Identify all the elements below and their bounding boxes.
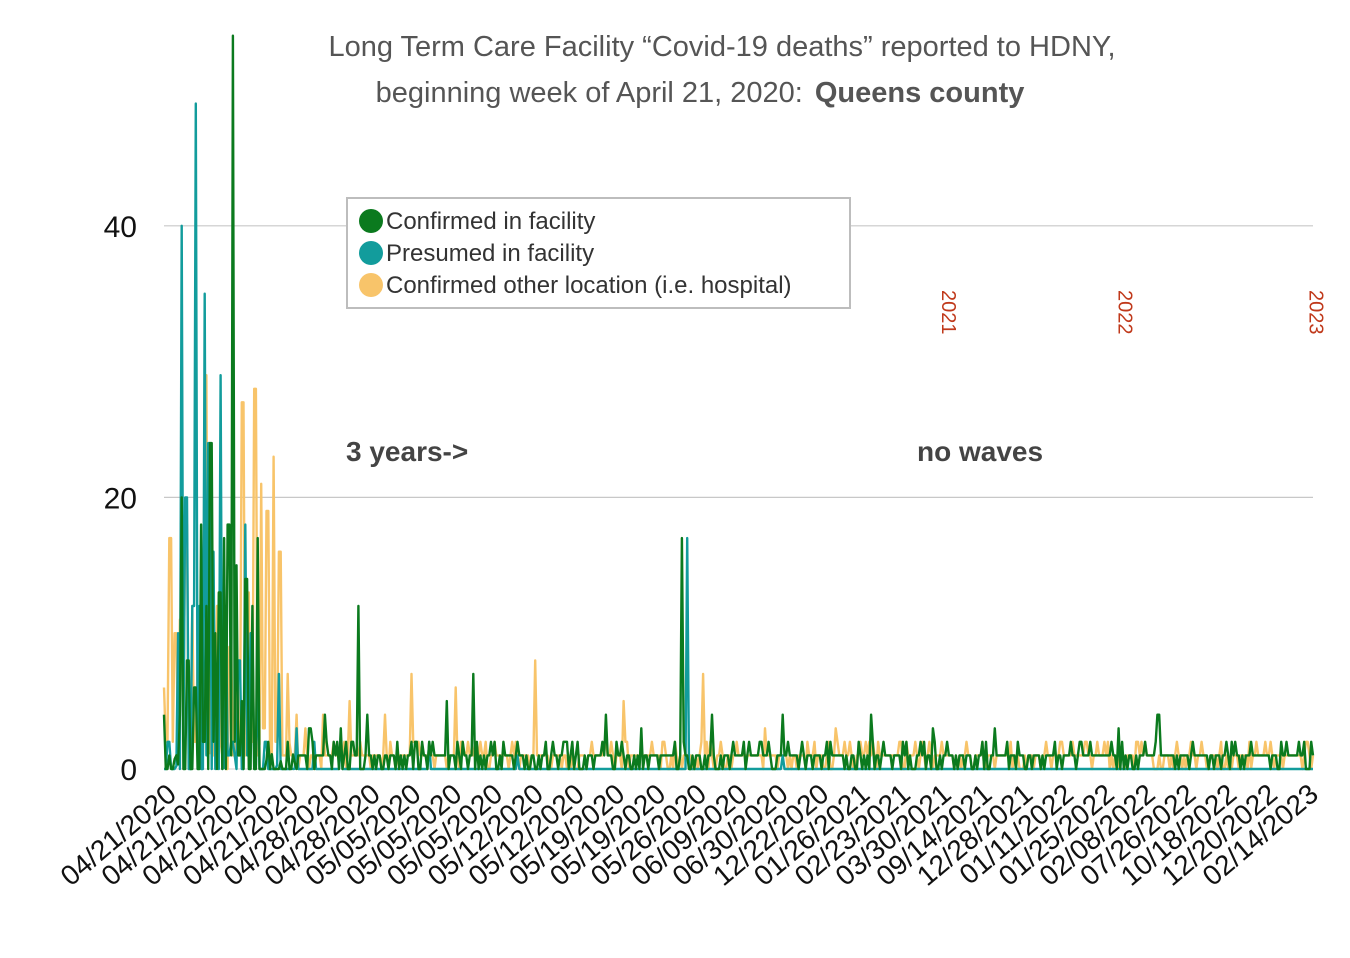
series-lines (162, 34, 1315, 771)
year-markers: 2021 2022 2023 (937, 290, 1327, 335)
legend-label-presumed-in-facility: Presumed in facility (386, 240, 594, 267)
legend-label-confirmed-in-facility: Confirmed in facility (386, 208, 595, 235)
y-tick-label-0: 0 (120, 754, 137, 787)
legend-label-confirmed-other-location: Confirmed other location (i.e. hospital) (386, 272, 792, 299)
series-line-confirmed-in-facility (162, 34, 1315, 771)
legend-marker-presumed-in-facility (359, 241, 383, 265)
year-marker-2023: 2023 (1304, 290, 1326, 335)
legend-marker-confirmed-other-location (359, 273, 383, 297)
chart-title: Long Term Care Facility “Covid-19 deaths… (328, 31, 1115, 63)
legend: Confirmed in facility Presumed in facili… (346, 197, 851, 309)
legend-marker-confirmed-in-facility (359, 209, 383, 233)
annotation-three-years: 3 years-> (346, 436, 468, 467)
chart-subtitle-prefix: beginning week of April 21, 2020: (376, 77, 803, 109)
annotation-no-waves: no waves (917, 436, 1043, 467)
y-tick-label-40: 40 (104, 211, 137, 244)
y-axis-ticks: 0 20 40 (104, 211, 137, 787)
series-line-confirmed-other-location-i-e-hospital (162, 374, 1315, 771)
year-marker-2022: 2022 (1114, 290, 1136, 335)
legend-box (346, 197, 851, 309)
chart-subtitle-county: Queens county (815, 77, 1025, 109)
year-marker-2021: 2021 (937, 290, 959, 335)
y-tick-label-20: 20 (104, 482, 137, 515)
x-axis-ticks: 04/21/202004/21/202004/21/202004/21/2020… (55, 778, 1324, 892)
chart-subtitle: beginning week of April 21, 2020: Queens … (376, 77, 1025, 109)
